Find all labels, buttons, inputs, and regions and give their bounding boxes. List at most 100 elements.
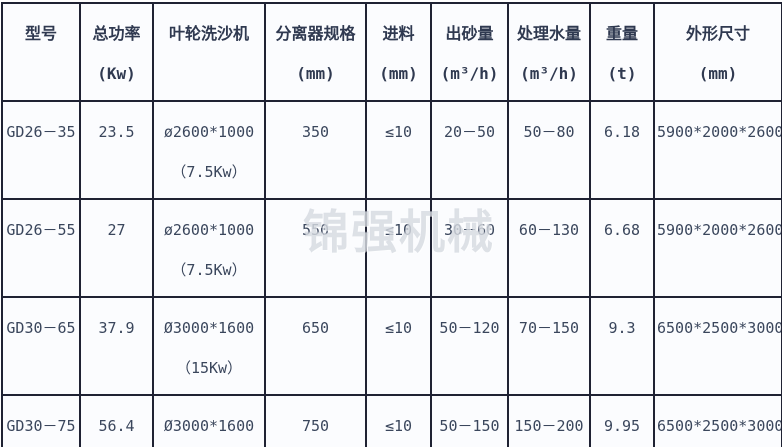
column-header-1: 总功率 (Kw) — [79, 2, 154, 102]
cell-text: 5900*2000*2600 — [657, 221, 782, 239]
cell-dimensions: 5900*2000*2600 — [653, 100, 782, 200]
cell-text: ≤10 — [384, 417, 413, 435]
cell-feed-size: ≤10 — [365, 394, 432, 447]
column-header-3: 分离器规格 (mm) — [264, 2, 367, 102]
cell-text: 5900*2000*2600 — [657, 123, 782, 141]
column-header-5: 出砂量 (m³/h) — [430, 2, 509, 102]
cell-water-handling: 70－150 — [507, 296, 591, 396]
cell-text: ≤10 — [384, 123, 413, 141]
cell-text: 6.18 — [603, 123, 641, 141]
table-row: GD26－55 27 ø2600*1000 （7.5Kw） 550 ≤10 30－60 60－… — [1, 198, 782, 298]
column-header-7: 重量 (t) — [589, 2, 655, 102]
table-row: GD30－65 37.9 Ø3000*1600 （15Kw） 650 ≤10 50－120 7… — [1, 296, 782, 396]
column-unit: (Kw) — [97, 64, 136, 83]
cell-text: 50－150 — [439, 417, 500, 435]
cell-impeller-washer: ø2600*1000 （7.5Kw） — [152, 198, 266, 298]
column-header-4: 进料 (mm) — [365, 2, 432, 102]
cell-total-power: 37.9 — [79, 296, 154, 396]
cell-impeller-washer: Ø3000*1600 （15Kw） — [152, 296, 266, 396]
column-unit: (m³/h) — [520, 64, 578, 83]
column-label: 外形尺寸 — [685, 24, 750, 43]
column-label: 分离器规格 — [275, 24, 356, 43]
cell-text: 650 — [301, 319, 330, 337]
cell-text: ≤10 — [384, 221, 413, 239]
cell-model: GD30－65 — [1, 296, 81, 396]
cell-sand-output: 50－120 — [430, 296, 509, 396]
cell-text: 9.95 — [603, 417, 641, 435]
cell-sand-output: 30－60 — [430, 198, 509, 298]
cell-text: 30－60 — [443, 221, 496, 239]
cell-text: ø2600*1000 — [163, 123, 255, 141]
cell-water-handling: 50－80 — [507, 100, 591, 200]
column-unit: (mm) — [698, 64, 738, 83]
column-label: 重量 — [605, 24, 638, 43]
cell-impeller-washer: Ø3000*1600（15Kw） — [152, 394, 266, 447]
cell-separator-spec: 550 — [264, 198, 367, 298]
column-unit: (m³/h) — [440, 64, 499, 83]
column-header-0: 型号 — [1, 2, 81, 102]
cell-separator-spec: 750 — [264, 394, 367, 447]
cell-sand-output: 20－50 — [430, 100, 509, 200]
column-label: 型号 — [24, 24, 57, 43]
table-row: GD26－35 23.5 ø2600*1000 （7.5Kw） 350 ≤10 20－50 5… — [1, 100, 782, 200]
cell-text: GD30－65 — [6, 319, 76, 337]
cell-feed-size: ≤10 — [365, 296, 432, 396]
cell-text: GD26－55 — [6, 221, 76, 239]
cell-separator-spec: 350 — [264, 100, 367, 200]
cell-dimensions: 5900*2000*2600 — [653, 198, 782, 298]
cell-water-handling: 150－200 — [507, 394, 591, 447]
cell-dimensions: 6500*2500*3000 — [653, 296, 782, 396]
cell-text: 9.3 — [608, 319, 636, 337]
cell-weight: 6.18 — [589, 100, 655, 200]
cell-text: 150－200 — [514, 417, 584, 435]
column-header-6: 处理水量 (m³/h) — [507, 2, 591, 102]
cell-dimensions: 6500*2500*3000 — [653, 394, 782, 447]
cell-total-power: 56.4 — [79, 394, 154, 447]
cell-model: GD26－35 — [1, 100, 81, 200]
cell-water-handling: 60－130 — [507, 198, 591, 298]
cell-text: ≤10 — [384, 319, 413, 337]
table-header-row: 型号 总功率 (Kw) 叶轮洗沙机 分离器规格 (mm) 进料 (mm) 出砂量 (m³/h) 处理… — [1, 2, 782, 102]
cell-text: 50－120 — [439, 319, 500, 337]
column-label: 总功率 — [92, 24, 141, 43]
column-label: 出砂量 — [445, 24, 494, 43]
cell-text: 6500*2500*3000 — [657, 319, 782, 337]
cell-weight: 9.95 — [589, 394, 655, 447]
column-unit: (mm) — [296, 64, 335, 83]
cell-feed-size: ≤10 — [365, 198, 432, 298]
cell-text: 350 — [301, 123, 330, 141]
cell-separator-spec: 650 — [264, 296, 367, 396]
cell-text: 27 — [107, 221, 126, 239]
cell-text: Ø3000*1600 — [163, 417, 255, 435]
cell-text: （15Kw） — [175, 359, 243, 377]
cell-text: Ø3000*1600 — [163, 319, 255, 337]
cell-weight: 6.68 — [589, 198, 655, 298]
cell-text: 6500*2500*3000 — [657, 417, 782, 435]
cell-text: 60－130 — [518, 221, 580, 239]
cell-text: 550 — [301, 221, 330, 239]
cell-text: GD30－75 — [6, 417, 76, 435]
cell-text: 56.4 — [98, 417, 135, 435]
cell-text: 20－50 — [443, 123, 496, 141]
cell-text: GD26－35 — [6, 123, 76, 141]
cell-text: 37.9 — [98, 319, 135, 337]
column-unit: (t) — [607, 64, 637, 83]
column-header-2: 叶轮洗沙机 — [152, 2, 266, 102]
cell-text: 50－80 — [523, 123, 575, 141]
cell-text: 750 — [301, 417, 330, 435]
cell-sand-output: 50－150 — [430, 394, 509, 447]
column-header-8: 外形尺寸 (mm) — [653, 2, 782, 102]
cell-weight: 9.3 — [589, 296, 655, 396]
cell-text: （7.5Kw） — [171, 261, 247, 279]
column-label: 进料 — [382, 24, 415, 43]
cell-total-power: 23.5 — [79, 100, 154, 200]
table-row: GD30－75 56.4 Ø3000*1600（15Kw） 750 ≤10 50－150 1… — [1, 394, 782, 447]
column-label: 叶轮洗沙机 — [168, 24, 249, 43]
cell-feed-size: ≤10 — [365, 100, 432, 200]
cell-text: ø2600*1000 — [163, 221, 255, 239]
cell-text: （7.5Kw） — [171, 163, 247, 181]
column-label: 处理水量 — [516, 24, 581, 43]
cell-impeller-washer: ø2600*1000 （7.5Kw） — [152, 100, 266, 200]
